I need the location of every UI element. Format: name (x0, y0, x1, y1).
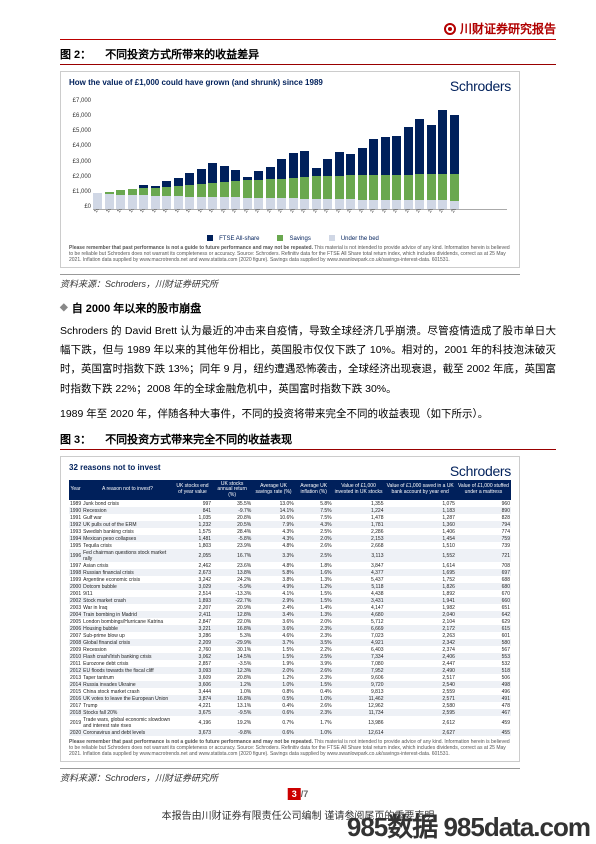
para-2: 1989 年至 2020 年，伴随各种大事件，不同的投资将带来完全不同的收益表现… (60, 405, 556, 424)
watermark: 985数据 985data.com (347, 807, 590, 844)
figure3-label: 图 3： (60, 431, 91, 447)
figure2-disclaimer: Please remember that past performance is… (69, 245, 511, 263)
chart-plot-area (93, 98, 507, 210)
figure2-card: How the value of £1,000 could have grown… (60, 71, 520, 268)
figure3-title: 不同投资方式带来完全不同的收益表现 (105, 431, 292, 447)
figure2-label: 图 2： (60, 46, 91, 62)
figure2-heading: 图 2： 不同投资方式所带来的收益差异 (60, 46, 556, 65)
x-axis-labels: 1989199019911992199319941995199619971998… (93, 211, 507, 217)
section-heading: ◆ 自 2000 年以来的股市崩盘 (60, 300, 556, 316)
figure2-title: 不同投资方式所带来的收益差异 (105, 46, 259, 62)
figure2-source: 资料来源：Schroders，川财证券研究所 (60, 274, 520, 290)
schroders-brand-2: Schroders (450, 463, 511, 479)
report-title: 川财证券研究报告 (460, 20, 556, 37)
para-1: Schroders 的 David Brett 认为最近的冲击来自疫情，导致全球… (60, 322, 556, 400)
header-bar: 川财证券研究报告 (60, 20, 556, 40)
chart-legend: FTSE All-shareSavingsUnder the bed (69, 235, 511, 242)
figure2-chart: £7,000£6,000£5,000£4,000£3,000£2,000£1,0… (69, 98, 511, 223)
schroders-brand: Schroders (450, 78, 511, 94)
figure3-card-title: 32 reasons not to invest (69, 463, 161, 472)
figure3-table: YearA reason not to invest?UK stocks end… (69, 480, 511, 737)
figure3-heading: 图 3： 不同投资方式带来完全不同的收益表现 (60, 431, 556, 450)
section-title: 自 2000 年以来的股市崩盘 (72, 300, 202, 316)
figure2-card-title: How the value of £1,000 could have grown… (69, 78, 323, 87)
company-logo-icon (444, 23, 456, 35)
figure3-disclaimer: Please remember that past performance is… (69, 739, 511, 757)
page-number: 3/7 (288, 784, 309, 802)
diamond-icon: ◆ (60, 302, 68, 313)
y-axis-labels: £7,000£6,000£5,000£4,000£3,000£2,000£1,0… (69, 98, 91, 210)
figure3-card: 32 reasons not to invest Schroders YearA… (60, 456, 520, 763)
figure3-source: 资料来源：Schroders，川财证券研究所 (60, 768, 520, 784)
